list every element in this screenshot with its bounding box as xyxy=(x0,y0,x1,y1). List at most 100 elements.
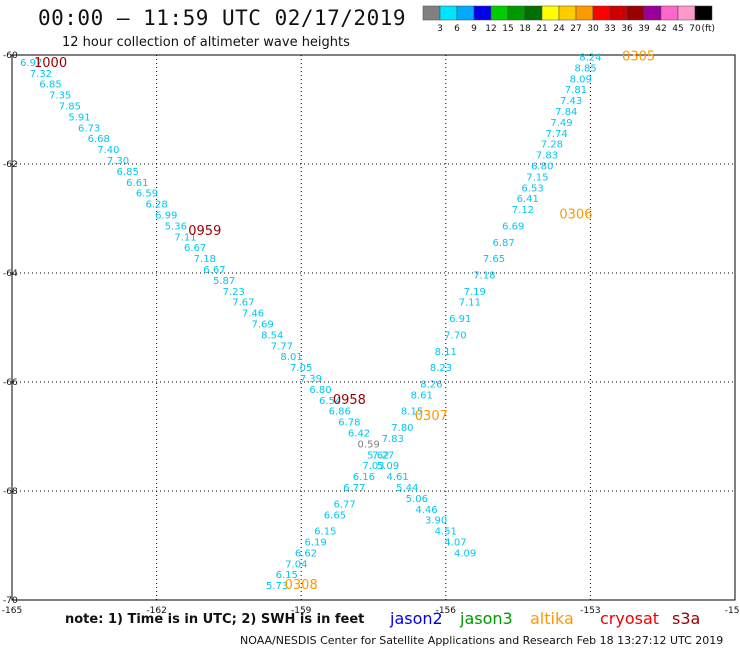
color-scale-swatch xyxy=(626,5,645,21)
color-scale-label: 70 xyxy=(689,24,701,34)
wave-height-label: 6.85 xyxy=(117,167,139,178)
wave-height-label: 5.73 xyxy=(266,581,288,592)
wave-height-label: 7.23 xyxy=(223,287,245,298)
wave-height-label: 8.01 xyxy=(280,352,302,363)
wave-height-label: 4.09 xyxy=(454,548,476,559)
wave-height-label: 6.73 xyxy=(78,123,100,134)
color-scale-label: 27 xyxy=(570,24,581,34)
x-tick-label: -165 xyxy=(2,606,22,616)
credit-line: NOAA/NESDIS Center for Satellite Applica… xyxy=(240,634,724,647)
wave-height-label: 4.61 xyxy=(386,472,408,483)
wave-height-label: 6.97 xyxy=(20,58,42,69)
color-scale-swatch xyxy=(694,5,713,21)
wave-height-label: 6.77 xyxy=(343,483,365,494)
wave-height-label: 7.19 xyxy=(464,287,486,298)
wave-height-label: 7.15 xyxy=(526,172,548,183)
y-tick-label: -64 xyxy=(3,269,18,279)
wave-height-label: 7.30 xyxy=(107,156,129,167)
color-scale-swatch xyxy=(422,5,441,21)
wave-height-label: 6.42 xyxy=(348,429,370,440)
wave-height-label: 7.70 xyxy=(444,330,466,341)
color-scale-swatch xyxy=(541,5,560,21)
wave-height-label: 7.28 xyxy=(541,140,563,151)
wave-height-label: 4.51 xyxy=(435,527,457,538)
wave-height-label: 7.11 xyxy=(459,298,481,309)
units-note: note: 1) Time is in UTC; 2) SWH is in fe… xyxy=(65,612,365,627)
wave-height-label: 7.69 xyxy=(252,320,274,331)
color-scale-swatch xyxy=(575,5,594,21)
color-scale-label: 36 xyxy=(621,24,633,34)
wave-height-label: 8.26 xyxy=(420,379,442,390)
wave-height-label: 7.39 xyxy=(300,374,322,385)
y-tick-label: -62 xyxy=(3,160,18,170)
color-scale-swatch xyxy=(439,5,458,21)
wave-height-label: 7.77 xyxy=(271,341,293,352)
wave-height-label: 7.80 xyxy=(391,423,413,434)
wave-height-label: 7.40 xyxy=(97,145,119,156)
legend-jason2: jason2 xyxy=(390,609,443,628)
wave-height-label: 7.49 xyxy=(550,118,572,129)
wave-height-label: 8.23 xyxy=(430,363,452,374)
wave-height-label: 6.53 xyxy=(521,183,543,194)
color-scale-label: 6 xyxy=(454,24,460,34)
wave-height-label: 7.67 xyxy=(232,298,254,309)
pass-time-label: 0307 xyxy=(415,409,448,424)
wave-height-label: 5.36 xyxy=(165,221,187,232)
wave-height-label: 0.59 xyxy=(358,439,380,450)
y-tick-label: -60 xyxy=(3,51,18,61)
wave-height-label: 6.16 xyxy=(353,472,375,483)
wave-height-label: 7.27 xyxy=(372,450,394,461)
wave-height-label: 6.62 xyxy=(295,548,317,559)
wave-height-label: 7.32 xyxy=(30,69,52,80)
wave-height-label: 6.61 xyxy=(126,178,148,189)
wave-height-label: 6.54 xyxy=(319,396,341,407)
legend-s3a: s3a xyxy=(672,609,701,628)
wave-height-label: 8.85 xyxy=(574,63,596,74)
color-scale-unit: (ft) xyxy=(701,24,715,34)
color-scale-swatch xyxy=(507,5,526,21)
wave-height-label: 6.85 xyxy=(39,80,61,91)
wave-height-label: 6.28 xyxy=(145,200,167,211)
wave-height-label: 8.24 xyxy=(579,52,601,63)
wave-height-label: 6.69 xyxy=(502,221,524,232)
wave-height-label: 7.18 xyxy=(194,254,216,265)
wave-height-label: 5.91 xyxy=(68,112,90,123)
wave-height-label: 6.86 xyxy=(329,407,351,418)
color-scale-label: 12 xyxy=(485,24,496,34)
wave-height-label: 7.65 xyxy=(483,254,505,265)
map-title: 00:00 – 11:59 UTC 02/17/2019 xyxy=(38,6,407,30)
color-scale-label: 42 xyxy=(655,24,666,34)
wave-height-label: 6.67 xyxy=(184,243,206,254)
wave-height-label: 6.80 xyxy=(531,161,553,172)
wave-height-label: 6.15 xyxy=(276,570,298,581)
y-tick-label: -68 xyxy=(3,487,18,497)
color-scale-label: 9 xyxy=(471,24,477,34)
color-scale-swatch xyxy=(677,5,696,21)
wave-height-label: 6.65 xyxy=(324,510,346,521)
color-scale-swatch xyxy=(592,5,611,21)
map-frame xyxy=(11,54,736,601)
pass-time-label: 0306 xyxy=(559,208,592,223)
color-scale-label: 3 xyxy=(437,24,443,34)
wave-height-label: 8.09 xyxy=(570,74,592,85)
x-tick-label: -153 xyxy=(580,606,600,616)
wave-height-label: 7.81 xyxy=(565,85,587,96)
wave-height-label: 4.46 xyxy=(415,505,437,516)
wave-height-label: 5.06 xyxy=(406,494,428,505)
wave-height-label: 6.77 xyxy=(333,499,355,510)
pass-time-label: 0308 xyxy=(285,578,318,593)
legend-cryosat: cryosat xyxy=(600,609,660,628)
color-scale-swatch xyxy=(524,5,543,21)
pass-time-label: 0958 xyxy=(333,393,366,408)
color-scale-label: 15 xyxy=(502,24,513,34)
wave-height-label: 6.87 xyxy=(493,238,515,249)
color-scale-swatch xyxy=(643,5,662,21)
color-scale-swatch xyxy=(660,5,679,21)
map-subtitle: 12 hour collection of altimeter wave hei… xyxy=(62,35,350,50)
pass-time-label: 0959 xyxy=(188,224,221,239)
wave-height-label: 6.15 xyxy=(314,527,336,538)
wave-height-label: 5.87 xyxy=(213,276,235,287)
wave-height-label: 7.12 xyxy=(512,205,534,216)
wave-height-label: 7.83 xyxy=(536,151,558,162)
